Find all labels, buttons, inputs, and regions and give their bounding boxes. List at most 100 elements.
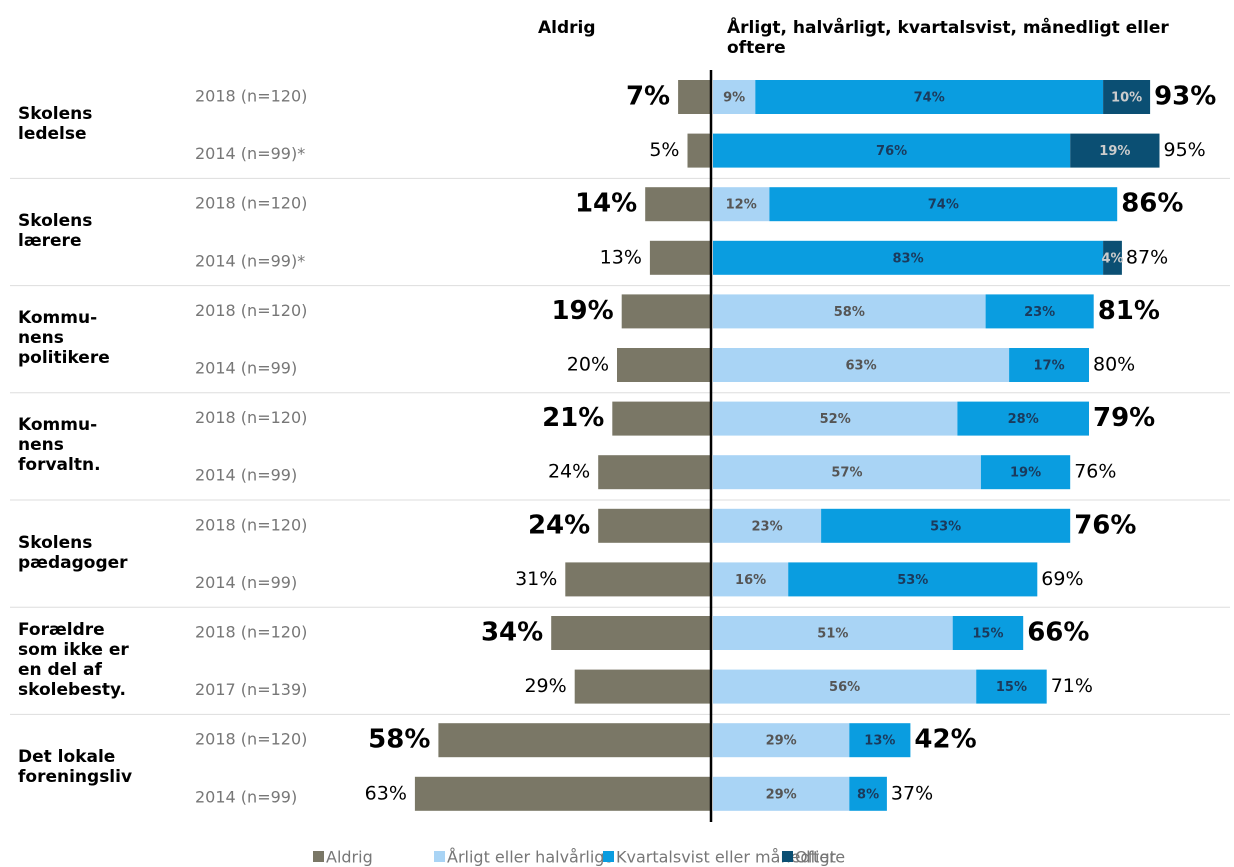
row-label: 2014 (n=99) <box>195 787 297 806</box>
group-label: Skolens lærere <box>18 211 93 251</box>
total-label: 66% <box>1027 618 1089 648</box>
bar-segment <box>438 723 711 758</box>
row-label: 2014 (n=99) <box>195 359 297 378</box>
bar-segment <box>849 776 887 811</box>
value-label: 21% <box>542 403 604 433</box>
value-label: 63% <box>365 782 407 804</box>
row-label: 2014 (n=99) <box>195 466 297 485</box>
row-label: 2018 (n=120) <box>195 194 307 213</box>
bar-segment <box>849 723 911 758</box>
bar-segment <box>565 562 711 597</box>
legend-swatch <box>434 851 445 862</box>
row-label: 2017 (n=139) <box>195 680 307 699</box>
row-label: 2018 (n=120) <box>195 301 307 320</box>
row-label: 2018 (n=120) <box>195 623 307 642</box>
value-label: 15% <box>972 627 1003 642</box>
total-label: 80% <box>1093 354 1135 376</box>
value-label: 7% <box>626 82 670 112</box>
value-label: 29% <box>766 734 797 749</box>
bar-segment <box>1009 348 1089 382</box>
value-label: 56% <box>829 680 860 695</box>
bar-segment <box>617 348 711 382</box>
value-label: 29% <box>524 675 566 697</box>
value-label: 24% <box>548 461 590 483</box>
bar-segment <box>821 508 1071 543</box>
total-label: 81% <box>1098 296 1160 326</box>
value-label: 83% <box>892 251 923 266</box>
row-label: 2018 (n=120) <box>195 87 307 106</box>
group-label: Det lokale foreningsliv <box>18 747 133 787</box>
value-label: 58% <box>834 305 865 320</box>
total-label: 37% <box>891 782 933 804</box>
bar-segment <box>713 455 981 490</box>
legend-swatch <box>603 851 614 862</box>
value-label: 14% <box>575 189 637 219</box>
legend-label: Oftere <box>795 848 845 867</box>
value-label: 16% <box>735 573 766 588</box>
bar-segment <box>976 669 1047 704</box>
value-label: 15% <box>996 680 1027 695</box>
row-label: 2014 (n=99)* <box>195 144 305 163</box>
bar-segment <box>687 133 711 168</box>
group-label: Skolens pædagoger <box>18 532 128 573</box>
bar-segment <box>649 240 711 275</box>
bar-segment <box>755 80 1104 114</box>
value-label: 58% <box>368 725 430 755</box>
bar-segment <box>1070 133 1160 168</box>
total-label: 93% <box>1154 82 1216 112</box>
bar-segment <box>713 401 958 436</box>
group-label: Kommu- nens forvaltn. <box>18 415 101 476</box>
bar-segment <box>598 508 711 543</box>
bar-segment <box>621 294 711 329</box>
total-label: 79% <box>1093 403 1155 433</box>
bar-segment <box>788 562 1038 597</box>
value-label: 8% <box>857 787 879 802</box>
value-label: 4% <box>1101 251 1123 266</box>
bar-segment <box>713 616 953 650</box>
value-label: 19% <box>551 296 613 326</box>
value-label: 34% <box>481 618 543 648</box>
total-label: 76% <box>1074 510 1136 540</box>
total-label: 71% <box>1051 675 1093 697</box>
value-label: 53% <box>930 519 961 534</box>
value-label: 13% <box>600 246 642 268</box>
value-label: 13% <box>864 734 895 749</box>
total-label: 69% <box>1041 568 1083 590</box>
value-label: 31% <box>515 568 557 590</box>
bar-segment <box>980 455 1071 490</box>
bar-segment <box>713 776 850 811</box>
value-label: 53% <box>897 573 928 588</box>
bar-segment <box>713 508 822 543</box>
bar-segment <box>952 616 1024 650</box>
bar-segment <box>414 776 711 811</box>
bar-segment <box>612 401 711 436</box>
bar-segment <box>713 133 1071 168</box>
value-label: 12% <box>726 198 757 213</box>
group-label: Kommu- nens politikere <box>18 308 110 369</box>
value-label: 29% <box>766 787 797 802</box>
bar-segment <box>985 294 1094 329</box>
bar-segment <box>645 187 711 222</box>
value-label: 51% <box>817 627 848 642</box>
value-label: 24% <box>528 510 590 540</box>
value-label: 76% <box>876 144 907 159</box>
value-label: 74% <box>914 91 945 106</box>
value-label: 28% <box>1008 412 1039 427</box>
value-label: 23% <box>751 519 782 534</box>
bar-segment <box>678 80 711 114</box>
value-label: 19% <box>1099 144 1130 159</box>
value-label: 74% <box>928 198 959 213</box>
group-label: Forældre som ikke er en del af skolebest… <box>18 619 129 700</box>
value-label: 23% <box>1024 305 1055 320</box>
bar-segment <box>1103 240 1122 275</box>
group-label: Skolens ledelse <box>18 103 93 144</box>
bar-segment <box>713 294 986 329</box>
bar-segment <box>713 562 789 597</box>
bar-segment <box>713 187 770 222</box>
legend-label: Aldrig <box>326 848 373 867</box>
row-label: 2018 (n=120) <box>195 408 307 427</box>
bar-segment <box>713 669 977 704</box>
row-label: 2018 (n=120) <box>195 730 307 749</box>
value-label: 9% <box>723 91 745 106</box>
